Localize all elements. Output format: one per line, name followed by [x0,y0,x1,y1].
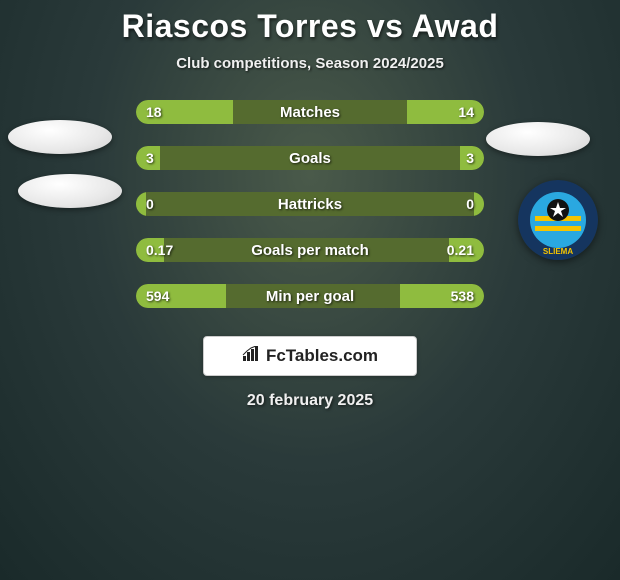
stat-value-left: 594 [146,288,169,304]
stat-value-right: 3 [466,150,474,166]
bar-chart-icon [242,346,260,367]
stat-value-left: 0.17 [146,242,173,258]
player1-avatar-placeholder [8,120,112,154]
stat-row: 0.17 0.21 Goals per match [136,238,484,262]
player2-avatar-placeholder [486,122,590,156]
stat-label: Matches [280,104,340,121]
stat-value-left: 0 [146,196,154,212]
stat-row: 18 14 Matches [136,100,484,124]
stat-row: 0 0 Hattricks [136,192,484,216]
stat-label: Hattricks [278,196,342,213]
brand-badge[interactable]: FcTables.com [203,336,417,376]
stat-fill-left [136,192,146,216]
stat-value-left: 18 [146,104,162,120]
stat-value-right: 14 [458,104,474,120]
page-title: Riascos Torres vs Awad [122,8,499,45]
subtitle: Club competitions, Season 2024/2025 [176,55,444,72]
stat-value-left: 3 [146,150,154,166]
brand-text: FcTables.com [266,346,378,366]
stat-fill-right [474,192,484,216]
stat-label: Goals [289,150,331,167]
stat-label: Min per goal [266,288,354,305]
stats-list: 18 14 Matches 3 3 Goals 0 0 Hattricks 0.17 0.21 Goa… [136,100,484,330]
stat-row: 3 3 Goals [136,146,484,170]
stat-value-right: 0.21 [447,242,474,258]
stat-value-right: 0 [466,196,474,212]
date-label: 20 february 2025 [247,392,373,410]
svg-text:SLIEMA: SLIEMA [543,247,573,256]
player1-club-placeholder [18,174,122,208]
stat-value-right: 538 [451,288,474,304]
stat-row: 594 538 Min per goal [136,284,484,308]
player2-club-crest: SLIEMA [518,180,598,260]
stat-label: Goals per match [251,242,369,259]
